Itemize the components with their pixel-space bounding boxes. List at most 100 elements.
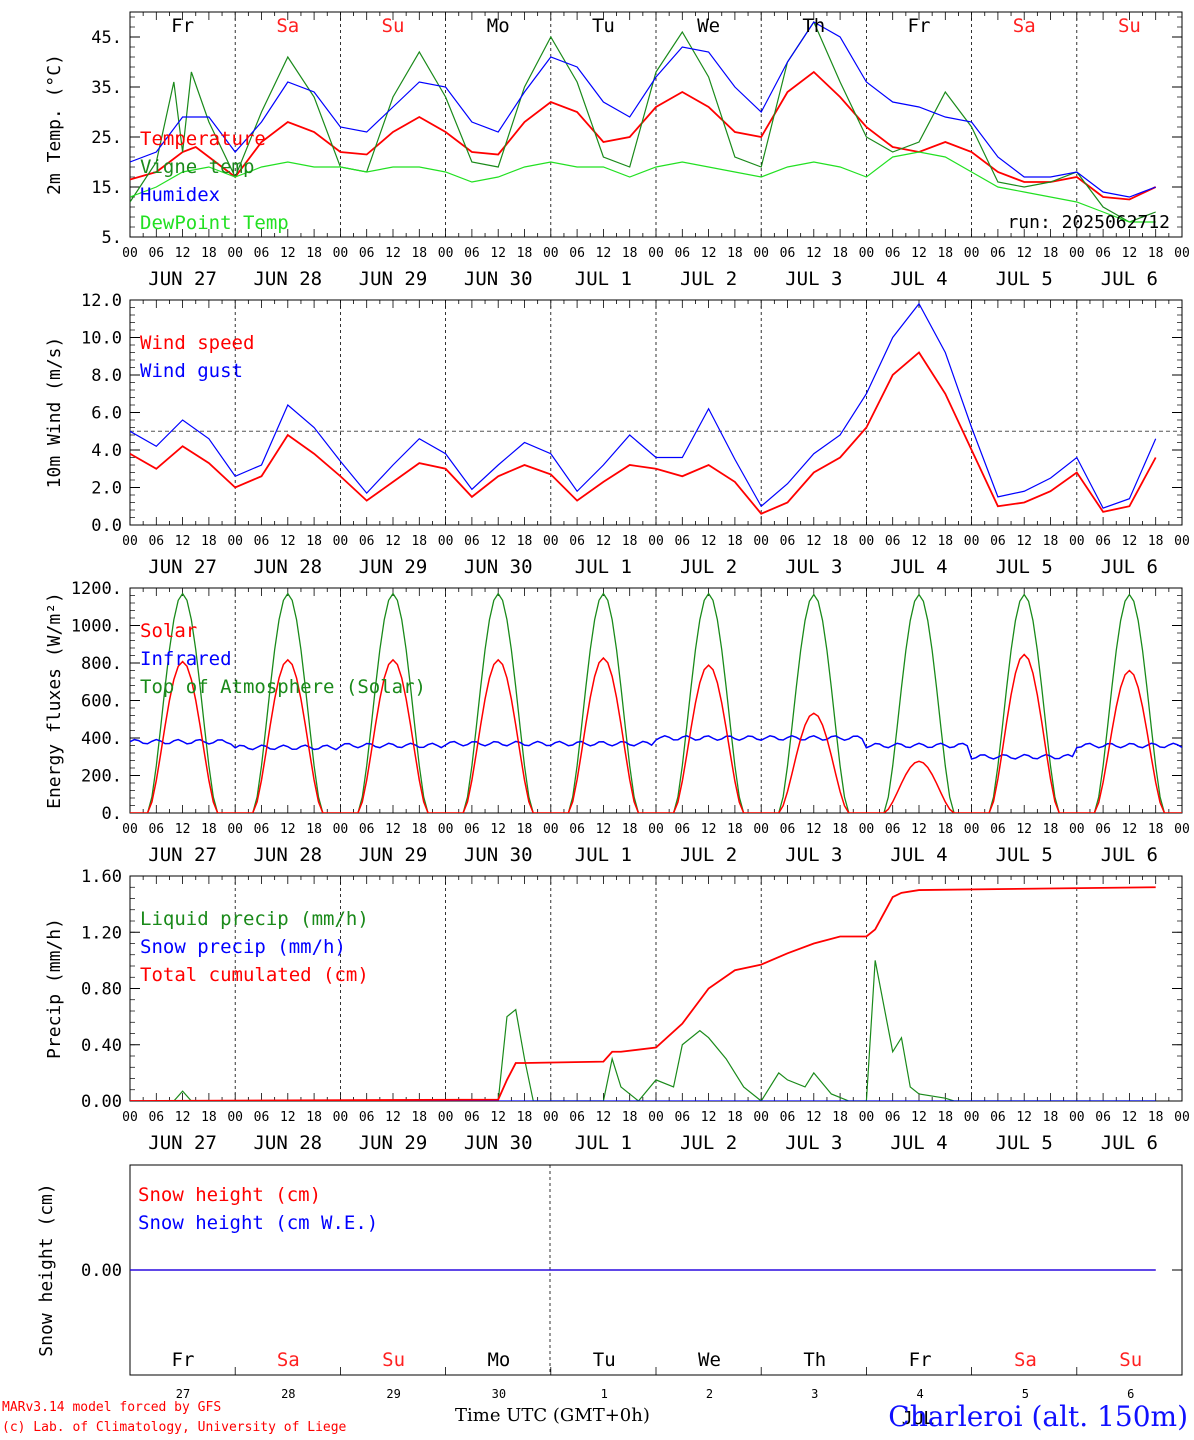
- legend-entry: Top of Atmosphere (Solar): [140, 676, 426, 698]
- y-tick-label: 1000.: [71, 617, 122, 637]
- x-hour-label: 06: [148, 1110, 164, 1125]
- legend-entry: Wind speed: [140, 332, 254, 354]
- x-hour-label: 18: [517, 822, 533, 837]
- x-date-label: JUL 6: [1101, 556, 1158, 578]
- x-hour-label: 06: [780, 534, 796, 549]
- x-hour-label: 00: [227, 1110, 243, 1125]
- x-hour-label: 00: [438, 534, 454, 549]
- x-hour-label: 18: [832, 822, 848, 837]
- bottom-day-of-week: Fr: [172, 1349, 195, 1371]
- bottom-day-number: 1: [601, 1387, 608, 1401]
- x-hour-label: 18: [411, 822, 427, 837]
- x-hour-label: 06: [254, 1110, 270, 1125]
- x-hour-label: 12: [175, 246, 191, 261]
- x-date-label: JUL 4: [890, 844, 947, 866]
- x-hour-label: 12: [490, 246, 506, 261]
- x-hour-label: 12: [596, 246, 612, 261]
- x-hour-label: 06: [359, 246, 375, 261]
- credit-model: MARv3.14 model forced by GFS: [2, 1400, 222, 1415]
- x-date-label: JUL 6: [1101, 844, 1158, 866]
- legend-entry: Solar: [140, 620, 197, 642]
- x-hour-label: 00: [859, 822, 875, 837]
- x-hour-label: 06: [990, 822, 1006, 837]
- x-hour-label: 06: [1095, 246, 1111, 261]
- y-tick-label: 400.: [81, 729, 122, 749]
- x-date-label: JUN 29: [359, 556, 428, 578]
- x-hour-label: 06: [885, 1110, 901, 1125]
- legend-entry: Snow height (cm W.E.): [138, 1212, 378, 1234]
- x-hour-label: 12: [701, 534, 717, 549]
- x-hour-label: 00: [227, 822, 243, 837]
- x-hour-label: 06: [464, 534, 480, 549]
- credit-lab: (c) Lab. of Climatology, University of L…: [2, 1420, 347, 1435]
- x-date-label: JUL 2: [680, 556, 737, 578]
- x-hour-label: 18: [622, 1110, 638, 1125]
- legend-entry: Snow height (cm): [138, 1184, 321, 1206]
- bottom-day-of-week: Tu: [593, 1349, 616, 1371]
- x-date-label: JUN 30: [464, 268, 533, 290]
- x-hour-label: 00: [753, 1110, 769, 1125]
- x-date-label: JUL 2: [680, 268, 737, 290]
- x-hour-label: 00: [648, 1110, 664, 1125]
- x-hour-label: 12: [490, 822, 506, 837]
- x-hour-label: 06: [254, 822, 270, 837]
- x-hour-label: 06: [885, 822, 901, 837]
- x-hour-label: 00: [543, 822, 559, 837]
- x-hour-label: 12: [175, 534, 191, 549]
- x-hour-label: 18: [306, 822, 322, 837]
- series-line-temperature: [130, 70, 1157, 201]
- x-date-label: JUL 1: [575, 844, 632, 866]
- y-tick-label: 35.: [91, 78, 122, 98]
- x-hour-label: 18: [1148, 246, 1164, 261]
- x-hour-label: 06: [780, 246, 796, 261]
- x-date-label: JUL 5: [996, 844, 1053, 866]
- legend-entry: Infrared: [140, 648, 232, 670]
- y-tick-label: 5.: [102, 228, 122, 248]
- bottom-day-of-week: Fr: [909, 1349, 932, 1371]
- day-of-week-label: Sa: [276, 15, 299, 37]
- x-hour-label: 00: [122, 246, 138, 261]
- x-date-label: JUN 30: [464, 844, 533, 866]
- x-hour-label: 00: [964, 246, 980, 261]
- x-hour-label: 00: [333, 534, 349, 549]
- day-of-week-label: Su: [382, 15, 405, 37]
- x-hour-label: 12: [1122, 534, 1138, 549]
- y-tick-label: 25.: [91, 128, 122, 148]
- y-tick-label: 10.0: [81, 329, 122, 349]
- plot-frame-energy: [129, 587, 1183, 814]
- x-hour-label: 18: [727, 534, 743, 549]
- y-tick-label: 8.0: [91, 366, 122, 386]
- x-hour-label: 18: [1043, 534, 1059, 549]
- x-hour-label: 06: [359, 534, 375, 549]
- x-hour-label: 06: [990, 534, 1006, 549]
- x-hour-label: 06: [885, 534, 901, 549]
- y-axis-label: Precip (mm/h): [44, 918, 65, 1059]
- x-hour-label: 00: [964, 534, 980, 549]
- x-hour-label: 12: [1122, 1110, 1138, 1125]
- x-date-label: JUL 5: [996, 1132, 1053, 1154]
- x-hour-label: 18: [727, 822, 743, 837]
- x-hour-label: 18: [201, 1110, 217, 1125]
- legend-entry: Snow precip (mm/h): [140, 936, 346, 958]
- x-hour-label: 00: [1174, 534, 1190, 549]
- series-line-wind-speed: [130, 351, 1157, 515]
- bottom-day-of-week: Su: [382, 1349, 405, 1371]
- x-hour-label: 18: [937, 534, 953, 549]
- x-hour-label: 00: [1069, 246, 1085, 261]
- series-line-vigne-temp: [130, 20, 1156, 223]
- x-date-label: JUL 4: [890, 268, 947, 290]
- x-hour-label: 12: [911, 534, 927, 549]
- bottom-day-number: 28: [281, 1387, 295, 1401]
- x-hour-label: 12: [596, 1110, 612, 1125]
- y-tick-label: 12.0: [81, 291, 122, 311]
- bottom-day-number: 30: [492, 1387, 506, 1401]
- legend-entry: Temperature: [140, 128, 266, 150]
- x-hour-label: 18: [517, 246, 533, 261]
- x-date-label: JUN 28: [253, 268, 322, 290]
- x-hour-label: 18: [201, 246, 217, 261]
- x-hour-label: 18: [727, 1110, 743, 1125]
- x-hour-label: 18: [201, 534, 217, 549]
- x-hour-label: 12: [911, 1110, 927, 1125]
- bottom-day-of-week: Sa: [277, 1349, 300, 1371]
- x-hour-label: 12: [596, 534, 612, 549]
